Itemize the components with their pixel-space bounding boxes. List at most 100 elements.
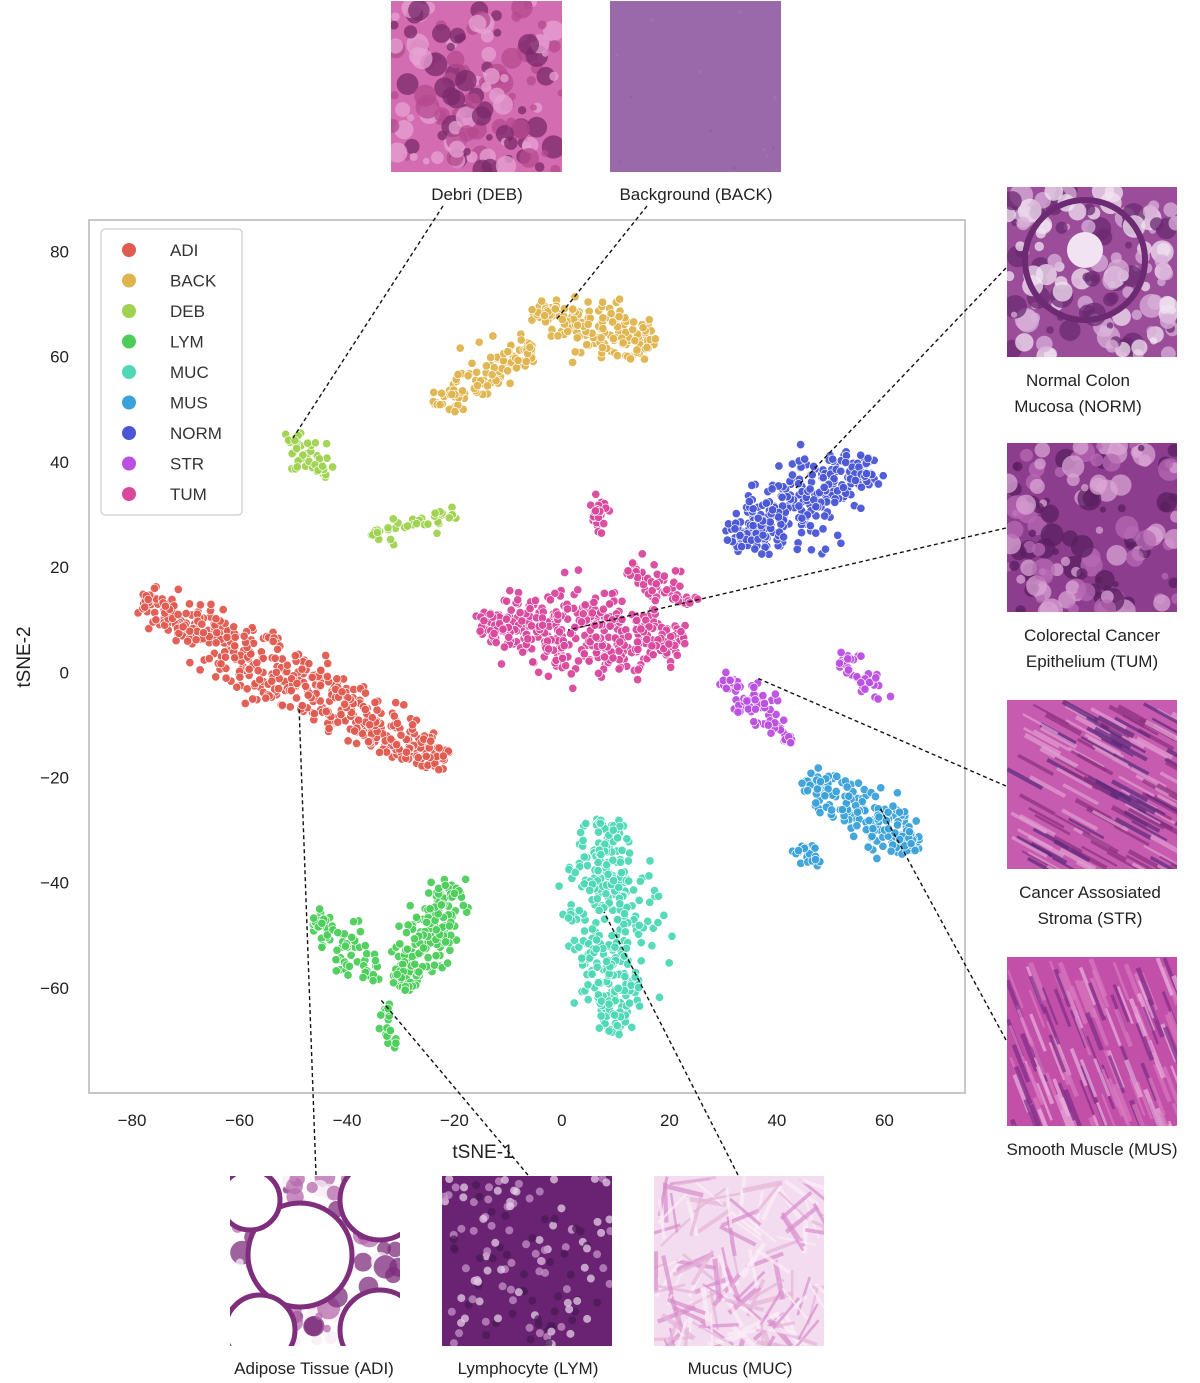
texture-cell — [1131, 339, 1148, 356]
data-point-muc — [577, 953, 587, 963]
texture-cell — [1055, 221, 1068, 234]
texture-cell — [535, 1235, 544, 1244]
data-point-back — [474, 337, 484, 347]
texture-fiber — [760, 1182, 782, 1221]
data-point-muc — [554, 881, 564, 891]
texture-cell — [495, 155, 517, 172]
data-point-tum — [530, 595, 541, 606]
texture-fiber — [663, 1183, 704, 1198]
data-point-norm — [757, 549, 767, 559]
data-point-norm — [777, 492, 787, 502]
thumbnail-caption-str-line1: Cancer Assosiated — [1019, 883, 1161, 902]
data-point-back — [612, 351, 622, 361]
legend-label-lym: LYM — [170, 333, 204, 352]
texture-cell — [498, 1282, 507, 1291]
texture-fiber — [1078, 966, 1097, 1006]
data-point-back — [598, 324, 608, 334]
texture-cell — [1147, 294, 1163, 310]
data-point-muc — [578, 835, 588, 846]
texture-fiber — [1112, 753, 1150, 777]
texture-cell — [534, 1315, 543, 1324]
data-point-norm — [806, 545, 816, 555]
texture-cell — [535, 1329, 544, 1338]
x-tick-label: −40 — [333, 1111, 362, 1130]
texture-cell — [1170, 510, 1177, 523]
texture-fiber — [654, 1263, 666, 1271]
data-point-mus — [842, 782, 852, 792]
data-point-back — [429, 387, 439, 397]
texture-fiber — [1143, 844, 1177, 866]
texture-cell — [1071, 278, 1081, 287]
texture-cell — [537, 20, 547, 30]
data-point-adi — [218, 605, 228, 615]
texture-cell — [580, 1263, 589, 1272]
texture-fiber — [1097, 735, 1134, 757]
legend-marker-muc — [122, 365, 136, 379]
data-point-muc — [654, 992, 665, 1002]
data-point-muc — [591, 944, 601, 954]
texture-fiber — [1171, 974, 1177, 992]
texture-fiber — [1030, 841, 1068, 865]
texture-cell — [1030, 312, 1041, 323]
data-point-back — [527, 305, 537, 315]
texture-fiber — [1156, 793, 1177, 808]
texture-cell — [518, 33, 540, 56]
texture-fiber — [797, 1303, 819, 1340]
texture-fiber — [1101, 1068, 1119, 1107]
texture-cell — [549, 71, 559, 81]
data-point-norm — [805, 484, 815, 494]
texture-cell — [1047, 253, 1062, 269]
texture-fiber — [1087, 982, 1107, 1021]
texture-fiber — [1044, 712, 1083, 736]
texture-cell — [1095, 443, 1103, 450]
texture-fiber — [654, 1258, 683, 1273]
data-point-muc — [647, 941, 657, 951]
data-point-tum — [485, 609, 495, 619]
data-point-tum — [502, 596, 512, 606]
texture-cell — [541, 1215, 550, 1224]
texture-cell — [1060, 556, 1071, 567]
data-point-back — [437, 388, 447, 398]
data-point-deb — [403, 521, 413, 531]
data-point-muc — [659, 910, 669, 920]
texture-fiber — [731, 1325, 757, 1346]
texture-fiber — [1075, 859, 1096, 869]
texture-fiber — [1035, 1082, 1053, 1121]
data-point-muc — [593, 857, 603, 868]
data-point-muc — [596, 996, 606, 1006]
texture-cell — [479, 1214, 488, 1223]
data-point-tum — [642, 634, 652, 644]
texture-fiber — [1081, 831, 1119, 854]
data-point-str — [749, 717, 759, 727]
data-point-lym — [358, 972, 368, 983]
data-point-mus — [895, 807, 905, 817]
data-point-tum — [597, 641, 607, 651]
texture-cell — [698, 70, 702, 74]
texture-cell — [1125, 241, 1133, 249]
texture-cell — [517, 106, 527, 115]
data-point-lym — [402, 944, 412, 954]
scatter-points — [133, 292, 924, 1053]
data-point-tum — [550, 588, 560, 598]
texture-fiber — [1124, 1059, 1143, 1099]
data-point-adi — [337, 687, 347, 697]
thumbnail-caption-tum-line2: Epithelium (TUM) — [1026, 652, 1158, 671]
legend-label-muc: MUC — [170, 363, 209, 382]
texture-fiber — [658, 1199, 666, 1240]
texture-cell — [526, 76, 537, 86]
data-point-tum — [633, 675, 643, 685]
texture-cell — [454, 34, 463, 43]
texture-cell — [1095, 526, 1104, 534]
texture-fiber — [1074, 979, 1093, 1019]
data-point-adi — [173, 609, 183, 620]
texture-cell — [549, 1221, 558, 1230]
data-point-mus — [904, 827, 915, 837]
texture-fiber — [1079, 1065, 1099, 1104]
texture-fiber — [1056, 766, 1093, 790]
data-point-tum — [605, 621, 615, 631]
texture-fiber — [1022, 713, 1059, 735]
texture-cell — [525, 1194, 534, 1203]
texture-cell — [455, 69, 477, 92]
texture-cell — [544, 1339, 553, 1346]
texture-fiber — [1090, 839, 1128, 862]
